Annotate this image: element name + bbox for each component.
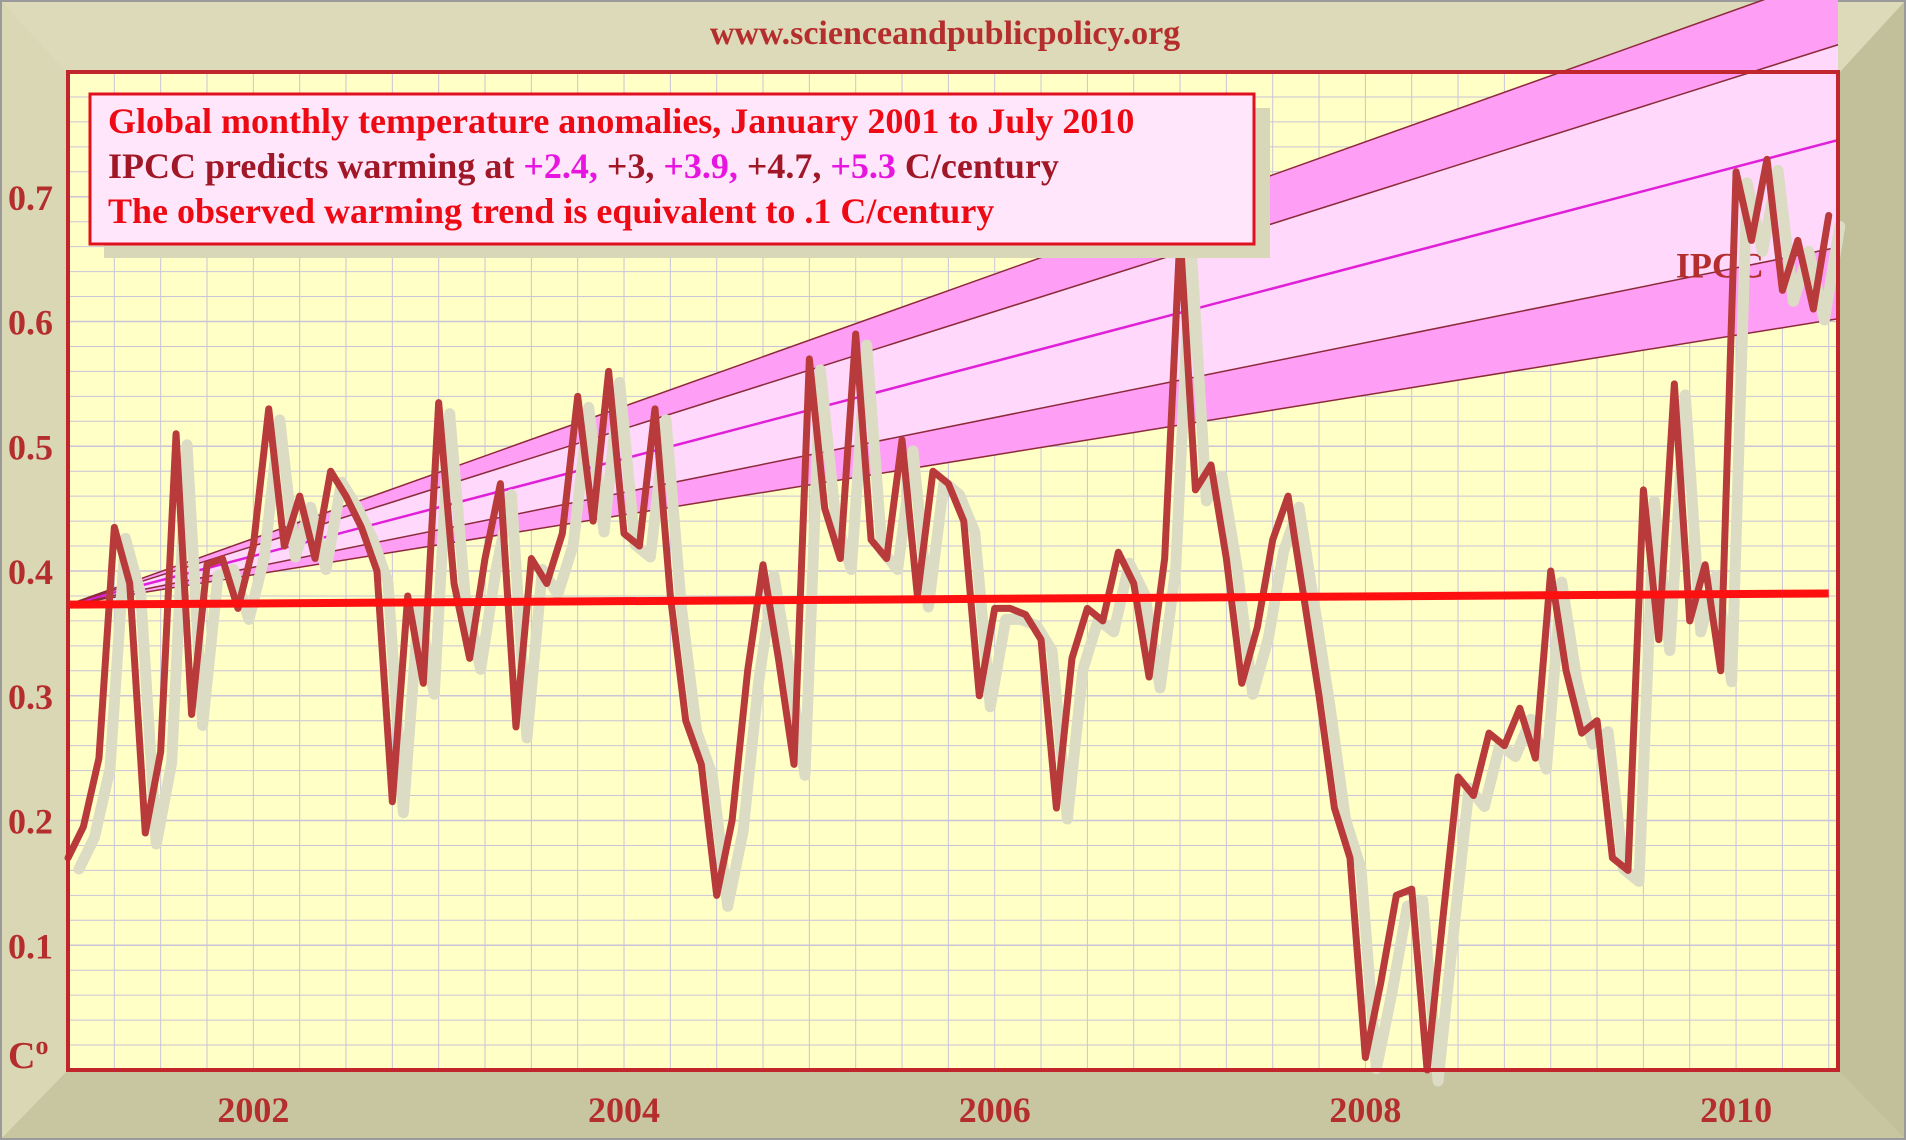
- y-tick-label: 0.4: [8, 552, 53, 592]
- frame-bevel-bottom: [0, 1072, 1906, 1140]
- y-tick-label: 0.5: [8, 427, 53, 467]
- annotation-line-2: IPCC predicts warming at +2.4, +3, +3.9,…: [108, 146, 1059, 186]
- series-group: [64, 155, 1846, 1087]
- rate-4-7: +4.7,: [738, 146, 822, 186]
- frame-bevel-right: [1840, 0, 1906, 1140]
- x-tick-label: 2008: [1329, 1090, 1401, 1130]
- unit-degree: o: [35, 1031, 48, 1060]
- y-tick-label: 0.3: [8, 677, 53, 717]
- unit-text: C: [8, 1035, 35, 1077]
- frame-bevel-top: [0, 0, 1906, 72]
- x-tick-label: 2002: [217, 1090, 289, 1130]
- source-url: www.scienceandpublicpolicy.org: [710, 15, 1180, 52]
- annotation-box-bg: [88, 92, 1256, 246]
- observed-shadow-line: [73, 164, 1846, 1087]
- frame-bevel-left: [0, 0, 66, 1140]
- annotation-line-1: Global monthly temperature anomalies, Ja…: [108, 101, 1134, 141]
- observed-line: [64, 155, 1833, 1074]
- annotation-line-3: The observed warming trend is equivalent…: [108, 191, 994, 231]
- plot-border: [66, 70, 1840, 1072]
- rate-2-4: +2.4,: [523, 146, 598, 186]
- ipcc-label: IPCC: [1676, 245, 1764, 285]
- rate-5-3: +5.3: [821, 146, 896, 186]
- ipcc-rate-line: [67, 0, 1766, 606]
- rate-3-9: +3.9,: [654, 146, 738, 186]
- ipcc-band-outer: [68, 0, 1838, 605]
- y-tick-label: 0.6: [8, 303, 53, 343]
- y-tick-label: 0.2: [8, 802, 53, 842]
- trend-line: [67, 589, 1829, 609]
- ipcc-projection: [67, 0, 1839, 606]
- y-tick-label: 0.7: [8, 178, 53, 218]
- ipcc-rate-line: [67, 318, 1839, 606]
- x-tick-label: 2010: [1700, 1090, 1772, 1130]
- annotation-prefix: IPCC predicts warming at: [108, 146, 523, 186]
- x-axis: 2002 2004 2006 2008 2010: [217, 1090, 1772, 1130]
- y-tick-label: 0.1: [8, 926, 53, 966]
- x-tick-label: 2004: [588, 1090, 660, 1130]
- annotation-suffix: C/century: [896, 146, 1059, 186]
- x-tick-label: 2006: [959, 1090, 1031, 1130]
- rate-3: +3,: [598, 146, 655, 186]
- y-axis-unit: Co: [8, 1031, 48, 1077]
- annotation-box: Global monthly temperature anomalies, Ja…: [88, 92, 1270, 258]
- ipcc-rate-line: [67, 246, 1839, 606]
- y-axis: 0.1 0.2 0.3 0.4 0.5 0.6 0.7: [8, 178, 53, 967]
